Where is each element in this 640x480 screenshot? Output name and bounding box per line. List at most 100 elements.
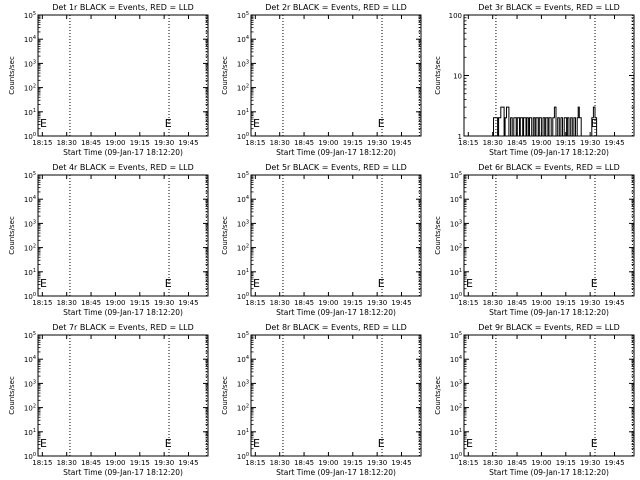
event-annotation: E (466, 277, 473, 290)
y-tick-label: 100 (24, 452, 36, 461)
event-annotation: E (165, 117, 172, 130)
x-tick-label: 18:45 (294, 459, 314, 467)
y-tick-label: 103 (24, 379, 36, 388)
x-tick-label: 18:15 (245, 139, 265, 147)
event-annotation: E (591, 117, 598, 130)
x-tick-label: 19:15 (130, 299, 150, 307)
y-tick-label: 102 (237, 84, 249, 93)
x-tick-label: 19:00 (105, 139, 125, 147)
x-axis-label: Start Time (09-Jan-17 18:12:20) (489, 308, 609, 317)
event-annotation: E (378, 437, 385, 450)
x-tick-label: 18:15 (245, 459, 265, 467)
x-tick-label: 19:15 (343, 299, 363, 307)
x-tick-label: 18:30 (483, 139, 503, 147)
plot-frame (250, 14, 422, 137)
y-tick-label: 100 (237, 452, 249, 461)
x-tick-label: 18:45 (81, 459, 101, 467)
x-tick-label: 18:30 (57, 459, 77, 467)
x-tick-label: 19:30 (367, 139, 387, 147)
panel-det-8: Det 8r BLACK = Events, RED = LLD 18:15 18:… (221, 323, 422, 477)
x-tick-label: 18:45 (294, 139, 314, 147)
x-tick-label: 19:45 (604, 139, 624, 147)
y-tick-label: 105 (237, 11, 249, 20)
y-tick-label: 102 (450, 404, 462, 413)
panel-det-5: Det 5r BLACK = Events, RED = LLD 18:15 18:… (221, 163, 422, 317)
y-tick-label: 105 (237, 331, 249, 340)
y-tick-label: 103 (450, 379, 462, 388)
x-tick-label: 19:15 (556, 299, 576, 307)
x-tick-label: 18:45 (507, 299, 527, 307)
y-axis-label: Counts/sec (434, 216, 442, 255)
x-tick-label: 19:30 (580, 139, 600, 147)
y-tick-label: 101 (237, 108, 249, 117)
y-tick-label: 104 (24, 355, 36, 364)
y-tick-label: 101 (450, 268, 462, 277)
y-tick-label: 101 (24, 428, 36, 437)
x-tick-label: 19:30 (154, 299, 174, 307)
x-tick-label: 19:30 (580, 459, 600, 467)
plot-frame (250, 334, 422, 457)
plot-frame (463, 334, 635, 457)
y-tick-label: 100 (24, 132, 36, 141)
y-tick-label: 105 (24, 331, 36, 340)
event-annotation: E (253, 277, 260, 290)
x-tick-label: 18:15 (458, 459, 478, 467)
y-tick-label: 101 (24, 108, 36, 117)
event-annotation: E (378, 117, 385, 130)
y-axis-label: Counts/sec (221, 376, 229, 415)
y-tick-label: 10 (453, 73, 462, 81)
y-axis-label: Counts/sec (8, 216, 16, 255)
y-tick-label: 1 (458, 133, 462, 141)
y-tick-label: 105 (24, 171, 36, 180)
event-annotation: E (591, 277, 598, 290)
y-tick-label: 103 (24, 219, 36, 228)
x-tick-label: 19:45 (604, 459, 624, 467)
x-tick-label: 19:15 (343, 139, 363, 147)
event-annotation: E (40, 117, 47, 130)
x-tick-label: 18:30 (483, 299, 503, 307)
y-tick-label: 105 (450, 331, 462, 340)
y-axis-label: Counts/sec (221, 56, 229, 95)
panel-det-2: Det 2r BLACK = Events, RED = LLD 18:15 18:… (221, 3, 422, 157)
event-annotation: E (378, 277, 385, 290)
y-tick-label: 100 (237, 292, 249, 301)
x-axis-label: Start Time (09-Jan-17 18:12:20) (63, 148, 183, 157)
x-axis-label: Start Time (09-Jan-17 18:12:20) (489, 468, 609, 477)
x-tick-label: 19:00 (531, 139, 551, 147)
x-tick-label: 19:00 (318, 139, 338, 147)
y-tick-label: 102 (237, 404, 249, 413)
event-annotation: E (40, 277, 47, 290)
y-tick-label: 101 (237, 268, 249, 277)
panel-title: Det 8r BLACK = Events, RED = LLD (265, 323, 407, 332)
x-tick-label: 18:30 (270, 139, 290, 147)
y-tick-label: 100 (450, 452, 462, 461)
y-axis-label: Counts/sec (8, 376, 16, 415)
y-tick-label: 103 (237, 219, 249, 228)
x-tick-label: 18:15 (245, 299, 265, 307)
plot-frame (37, 174, 209, 297)
y-tick-label: 104 (237, 355, 249, 364)
x-tick-label: 18:15 (32, 139, 52, 147)
x-tick-label: 19:15 (130, 139, 150, 147)
x-tick-label: 18:45 (507, 459, 527, 467)
x-tick-label: 19:45 (178, 139, 198, 147)
y-tick-label: 100 (24, 292, 36, 301)
y-tick-label: 100 (450, 292, 462, 301)
y-tick-label: 103 (237, 59, 249, 68)
x-tick-label: 19:45 (178, 299, 198, 307)
x-tick-label: 18:15 (458, 139, 478, 147)
panel-det-3: Det 3r BLACK = Events, RED = LLD 18:15 18:… (434, 3, 635, 157)
plot-frame (250, 174, 422, 297)
event-annotation: E (165, 277, 172, 290)
events-series-line (493, 106, 598, 137)
x-tick-label: 18:30 (270, 459, 290, 467)
panel-title: Det 7r BLACK = Events, RED = LLD (52, 323, 194, 332)
x-tick-label: 19:00 (531, 299, 551, 307)
y-axis-label: Counts/sec (434, 56, 442, 95)
x-tick-label: 18:30 (57, 299, 77, 307)
y-tick-label: 105 (24, 11, 36, 20)
y-tick-label: 103 (450, 219, 462, 228)
panel-det-9: Det 9r BLACK = Events, RED = LLD 18:15 18:… (434, 323, 635, 477)
x-tick-label: 18:15 (32, 459, 52, 467)
y-tick-label: 104 (237, 35, 249, 44)
